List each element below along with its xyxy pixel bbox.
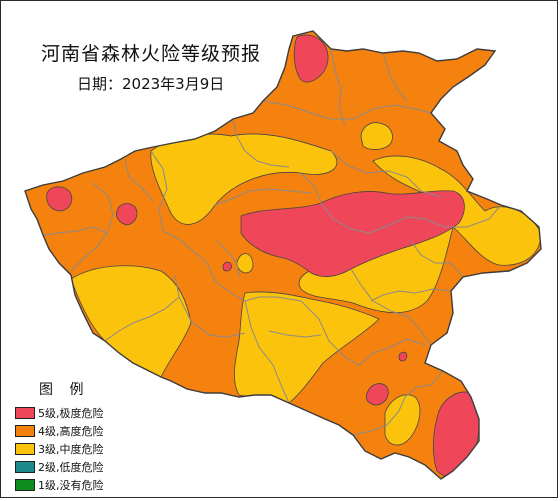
- legend-item-level1: 1级,没有危险: [15, 476, 104, 494]
- legend-swatch-level2: [15, 461, 35, 473]
- legend-label-level3: 3级,中度危险: [38, 443, 104, 456]
- risk-zone-level3-central: [150, 133, 338, 225]
- legend-title: 图 例: [39, 382, 90, 398]
- legend-item-level2: 2级,低度危险: [15, 458, 104, 476]
- henan-province-border: [24, 30, 542, 480]
- legend-swatch-level3: [15, 443, 35, 455]
- map-title: 河南省森林火险等级预报: [41, 43, 262, 65]
- risk-zone-level3-south: [234, 291, 380, 404]
- legend-swatch-level4: [15, 425, 35, 437]
- risk-zone-level5-dot1: [222, 261, 232, 272]
- risk-zone-level5-central: [240, 190, 465, 277]
- legend-item-level3: 3级,中度危险: [15, 440, 104, 458]
- legend-label-level4: 4级,高度危险: [38, 425, 104, 438]
- legend-label-level5: 5级,极度危险: [38, 407, 104, 420]
- risk-zone-level5-west-spot: [46, 186, 73, 212]
- risk-zone-level5-north-tip: [293, 34, 329, 83]
- legend-label-level1: 1级,没有危险: [38, 479, 104, 492]
- risk-zone-level3-southwest: [70, 265, 192, 378]
- risk-zone-level5-west-spot2: [116, 203, 138, 226]
- risk-zone-level5-dot2: [398, 351, 408, 362]
- legend-swatch-level1: [15, 479, 35, 491]
- legend: 图 例 5级,极度危险 4级,高度危险 3级,中度危险 2级,低度危险 1级,没…: [15, 379, 104, 494]
- legend-swatch-level5: [15, 407, 35, 419]
- risk-zone-level3-small: [236, 253, 254, 274]
- legend-item-level5: 5级,极度危险: [15, 404, 104, 422]
- risk-zone-level5-south-spot: [365, 383, 389, 406]
- risk-zone-level3-north-spot: [360, 122, 393, 150]
- legend-label-level2: 2级,低度危险: [38, 461, 104, 474]
- forecast-date: 日期：2023年3月9日: [77, 75, 225, 93]
- legend-item-level4: 4级,高度危险: [15, 422, 104, 440]
- risk-zone-level3-far-south: [384, 394, 421, 446]
- city-boundaries: [42, 48, 502, 436]
